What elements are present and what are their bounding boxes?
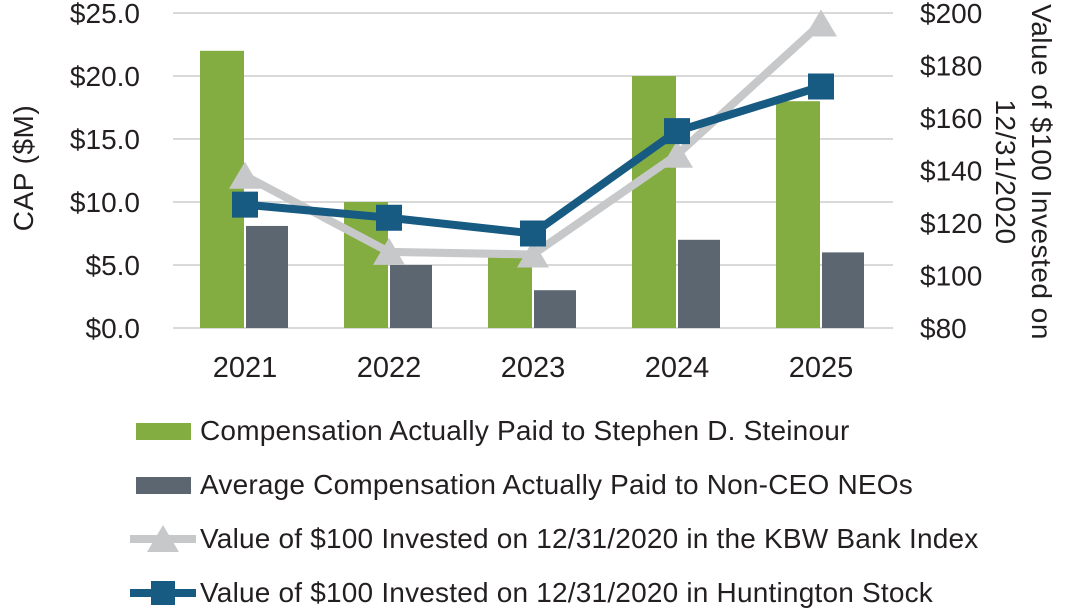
right-axis-tick: $180 [920,50,982,81]
x-axis-label: 2021 [213,352,278,384]
right-axis-tick: $160 [920,103,982,134]
ceo-cap-bar-2021 [200,50,244,329]
x-axis-label: 2022 [357,352,422,384]
huntington-stock-marker-2021 [232,191,258,218]
legend-item-ceo-cap: Compensation Actually Paid to Stephen D.… [130,404,1050,458]
x-axis-label: 2023 [501,352,566,384]
left-axis-tick: $10.0 [70,187,140,218]
neo-cap-bar-2021 [246,225,288,328]
neo-cap-bar-2023 [534,290,576,328]
right-axis-tick: $200 [920,0,982,29]
x-axis-label: 2025 [789,352,854,384]
legend-item-neo-cap: Average Compensation Actually Paid to No… [130,458,1050,512]
legend: Compensation Actually Paid to Stephen D.… [130,404,1050,612]
square-marker-icon [151,581,175,605]
legend-label-ceo-cap: Compensation Actually Paid to Stephen D.… [200,415,850,446]
neo-cap-bar-2025 [822,252,864,328]
left-axis-tick: $5.0 [86,250,141,281]
right-axis-tick: $120 [920,208,982,239]
neo-cap-bar-2022 [390,265,432,328]
left-axis-tick: $25.0 [70,0,140,29]
ceo-cap-bar-2025 [776,101,820,328]
huntington-stock-swatch [130,578,196,608]
kbw-index-marker-2022 [373,237,405,265]
legend-item-kbw-index: Value of $100 Invested on 12/31/2020 in … [130,512,1050,566]
neo-cap-swatch [130,470,196,500]
huntington-stock-marker-2023 [520,220,546,247]
left-axis-tick: $15.0 [70,124,140,155]
kbw-index-marker-2024 [661,140,693,168]
kbw-index-marker-2023 [517,240,549,268]
ceo-cap-swatch-rect [136,422,191,440]
right-axis-tick: $80 [920,313,967,344]
kbw-index-swatch [130,524,196,554]
kbw-index-marker-2025 [805,9,837,37]
ceo-cap-swatch [130,416,196,446]
left-axis-tick: $20.0 [70,61,140,92]
huntington-stock-marker-2024 [664,118,690,145]
right-axis-title-line2: 12/31/2020 [990,99,1021,245]
neo-cap-swatch-rect [136,476,191,494]
right-axis-title-line1: Value of $100 Invested on [1026,4,1057,340]
ceo-cap-bar-2023 [488,257,532,328]
plot-area: $0.0 $5.0 $10.0 $15.0 $20.0 $25.0 $80 $100 $120 $… [70,0,982,384]
legend-label-kbw-index: Value of $100 Invested on 12/31/2020 in … [200,523,979,554]
right-axis-tick: $100 [920,260,982,291]
x-axis-label: 2024 [645,352,710,384]
neo-cap-bar-2024 [678,239,720,328]
ceo-cap-bar-2024 [632,76,676,328]
legend-label-neo-cap: Average Compensation Actually Paid to No… [200,469,913,500]
legend-label-huntington-stock: Value of $100 Invested on 12/31/2020 in … [200,577,933,608]
legend-item-huntington-stock: Value of $100 Invested on 12/31/2020 in … [130,566,1050,612]
triangle-marker-icon [147,525,179,552]
huntington-stock-marker-2025 [808,73,834,100]
huntington-stock-marker-2022 [376,204,402,231]
right-axis-title: Value of $100 Invested on 12/31/2020 [987,4,1059,340]
right-axis-tick: $140 [920,155,982,186]
huntington-stock-line [244,82,823,238]
kbw-index-marker-2021 [229,161,261,189]
left-axis-tick: $0.0 [86,313,141,344]
